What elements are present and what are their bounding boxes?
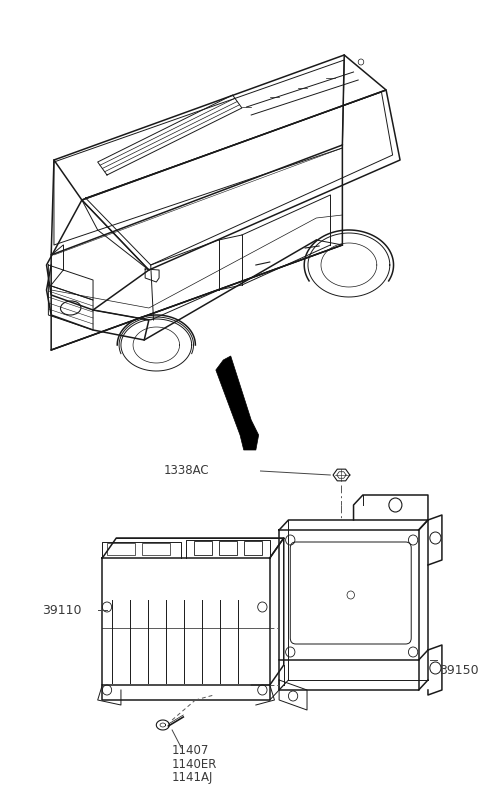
Polygon shape [216, 356, 259, 450]
Text: 11407: 11407 [172, 744, 209, 757]
Bar [107, 543, 135, 555]
Text: 1141AJ: 1141AJ [172, 772, 214, 784]
Bar [244, 541, 263, 555]
Text: 1140ER: 1140ER [172, 757, 217, 771]
Text: 39150: 39150 [439, 663, 479, 677]
Bar [143, 543, 170, 555]
Text: 39110: 39110 [42, 603, 82, 617]
Bar [218, 541, 237, 555]
Bar [193, 541, 212, 555]
Text: 1338AC: 1338AC [164, 464, 209, 477]
